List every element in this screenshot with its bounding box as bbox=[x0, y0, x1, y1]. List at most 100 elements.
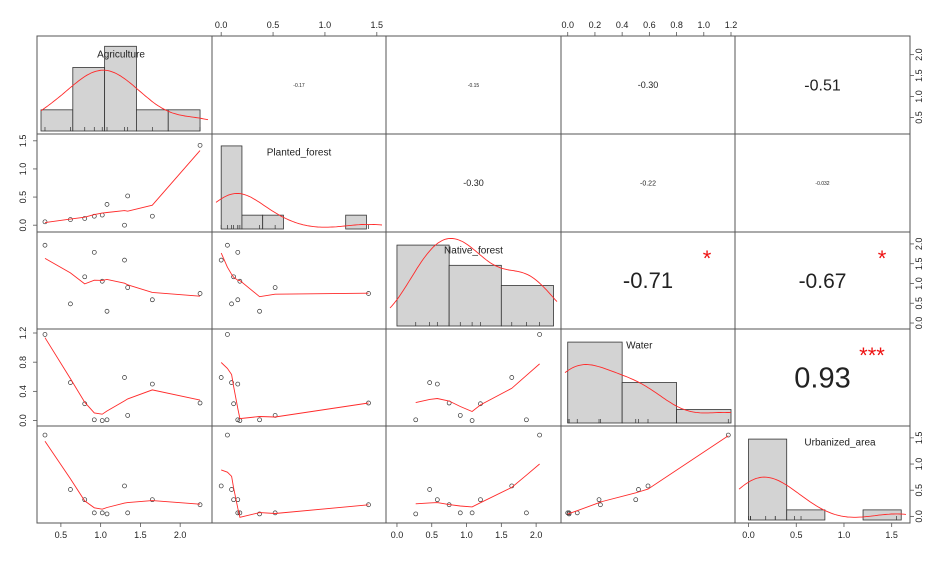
correlation-value-2-3: -0.71 bbox=[623, 268, 673, 293]
data-point-Urbanized_area-Planted_forest-0 bbox=[225, 432, 230, 438]
data-point-Water-Agriculture-9 bbox=[197, 400, 203, 406]
correlation-value-0-1: -0.17 bbox=[293, 83, 305, 89]
data-point-Urbanized_area-Planted_forest-7 bbox=[272, 510, 278, 516]
data-point-Urbanized_area-Native_forest-8 bbox=[434, 497, 440, 503]
axis-tick-label-top-3-0: 0.0 bbox=[561, 20, 574, 30]
data-point-Water-Agriculture-4 bbox=[99, 418, 105, 423]
smooth-line-Water-Planted_forest bbox=[220, 362, 369, 420]
data-point-Water-Planted_forest-5 bbox=[257, 417, 262, 423]
axis-tick-label-right-2-1: 0.5 bbox=[914, 297, 924, 310]
correlation-value-2-4: -0.67 bbox=[799, 270, 847, 293]
data-point-Native_forest-Agriculture-4 bbox=[99, 278, 105, 284]
data-point-Urbanized_area-Water-9 bbox=[598, 502, 603, 508]
axis-tick-label-left-3-2: 0.8 bbox=[18, 356, 28, 369]
axis-tick-label-bottom-2-3: 1.5 bbox=[495, 530, 508, 540]
axis-tick-label-right-2-0: 0.0 bbox=[914, 317, 924, 330]
data-point-Water-Native_forest-5 bbox=[413, 417, 419, 423]
data-point-Urbanized_area-Native_forest-4 bbox=[469, 510, 475, 516]
density-line-Native_forest bbox=[389, 237, 558, 309]
density-line-Agriculture bbox=[40, 69, 209, 121]
axis-tick-label-bottom-2-2: 1.0 bbox=[460, 530, 473, 540]
data-point-Native_forest-Agriculture-3 bbox=[91, 249, 97, 255]
axis-tick-label-top-3-4: 0.8 bbox=[670, 20, 683, 30]
data-point-Urbanized_area-Planted_forest-2 bbox=[231, 497, 236, 503]
data-point-Water-Agriculture-6 bbox=[122, 375, 127, 380]
data-point-Water-Native_forest-3 bbox=[524, 417, 529, 423]
histogram-bar-Agriculture-2 bbox=[104, 45, 137, 132]
histogram-bar-Agriculture-0 bbox=[40, 109, 74, 132]
histogram-bar-Native_forest-1 bbox=[448, 264, 502, 327]
data-point-Water-Planted_forest-6 bbox=[218, 375, 224, 380]
axis-tick-label-right-2-2: 1.0 bbox=[914, 277, 924, 290]
data-point-Urbanized_area-Native_forest-3 bbox=[524, 510, 529, 516]
density-line-Urbanized_area bbox=[738, 476, 907, 518]
data-point-Urbanized_area-Water-0 bbox=[725, 432, 731, 438]
axis-tick-label-left-1-0: 0.0 bbox=[18, 219, 28, 232]
axis-tick-label-bottom-0-2: 1.5 bbox=[134, 530, 147, 540]
axis-tick-label-left-1-1: 0.5 bbox=[18, 191, 28, 204]
axis-tick-label-bottom-2-4: 2.0 bbox=[530, 530, 543, 540]
data-point-Water-Planted_forest-3 bbox=[235, 417, 241, 423]
histogram-bar-Native_forest-0 bbox=[396, 244, 450, 327]
panel-frame-2-0 bbox=[36, 231, 213, 330]
smooth-line-Water-Native_forest bbox=[415, 363, 540, 413]
data-point-Native_forest-Agriculture-6 bbox=[122, 257, 127, 263]
data-point-Water-Native_forest-4 bbox=[469, 418, 475, 423]
data-point-Urbanized_area-Planted_forest-6 bbox=[218, 483, 224, 489]
axis-tick-label-left-3-3: 1.2 bbox=[18, 327, 28, 340]
data-point-Planted_forest-Agriculture-0 bbox=[42, 219, 48, 225]
data-point-Urbanized_area-Water-1 bbox=[636, 487, 641, 492]
data-point-Water-Native_forest-0 bbox=[537, 332, 542, 337]
data-point-Water-Planted_forest-2 bbox=[231, 401, 236, 407]
smooth-line-Urbanized_area-Water bbox=[567, 435, 729, 515]
correlation-value-0-2: -0.15 bbox=[468, 83, 480, 89]
correlation-value-0-3: -0.30 bbox=[638, 80, 659, 90]
variable-label-Native_forest: Native_forest bbox=[444, 245, 503, 256]
data-point-Water-Agriculture-8 bbox=[149, 381, 155, 387]
axis-tick-label-bottom-2-0: 0.0 bbox=[391, 530, 404, 540]
data-point-Urbanized_area-Water-8 bbox=[633, 497, 639, 503]
data-point-Urbanized_area-Water-5 bbox=[566, 511, 572, 517]
axis-tick-label-top-1-0: 0.0 bbox=[215, 20, 228, 30]
axis-tick-label-bottom-2-1: 0.5 bbox=[425, 530, 438, 540]
axis-tick-label-right-0-1: 1.0 bbox=[914, 90, 924, 103]
axis-tick-label-bottom-4-0: 0.0 bbox=[742, 530, 755, 540]
data-point-Planted_forest-Agriculture-6 bbox=[122, 222, 127, 228]
data-point-Urbanized_area-Native_forest-1 bbox=[427, 487, 433, 492]
data-point-Native_forest-Agriculture-8 bbox=[149, 297, 155, 303]
data-point-Water-Agriculture-5 bbox=[104, 417, 110, 423]
axis-tick-label-left-3-1: 0.4 bbox=[18, 385, 28, 398]
data-point-Native_forest-Agriculture-1 bbox=[68, 301, 73, 307]
data-point-Urbanized_area-Water-6 bbox=[645, 483, 651, 489]
axis-tick-label-top-3-3: 0.6 bbox=[643, 20, 656, 30]
axis-tick-label-right-4-3: 1.5 bbox=[914, 432, 924, 445]
data-point-Water-Native_forest-6 bbox=[509, 375, 515, 380]
data-point-Native_forest-Planted_forest-6 bbox=[218, 257, 224, 263]
significance-stars-3-4: *** bbox=[859, 343, 885, 368]
correlation-value-1-3: -0.22 bbox=[640, 180, 656, 187]
histogram-bar-Water-2 bbox=[676, 409, 732, 424]
data-point-Native_forest-Planted_forest-8 bbox=[235, 297, 241, 303]
histogram-bar-Water-0 bbox=[567, 341, 623, 424]
significance-stars-2-3: * bbox=[703, 246, 712, 271]
panel-frame-3-0 bbox=[36, 328, 213, 427]
data-point-Urbanized_area-Native_forest-0 bbox=[537, 432, 542, 438]
histogram-bar-Water-1 bbox=[621, 382, 677, 424]
histogram-bar-Urbanized_area-1 bbox=[786, 509, 826, 521]
axis-tick-label-left-1-2: 1.0 bbox=[18, 163, 28, 176]
axis-tick-label-right-4-2: 1.0 bbox=[914, 458, 924, 471]
correlation-value-1-2: -0.30 bbox=[463, 178, 484, 188]
axis-tick-label-top-1-3: 1.5 bbox=[371, 20, 384, 30]
smooth-line-Planted_forest-Agriculture bbox=[44, 150, 201, 224]
axis-tick-label-right-4-0: 0.0 bbox=[914, 510, 924, 523]
panel-frame-4-4 bbox=[734, 425, 911, 524]
data-point-Urbanized_area-Agriculture-6 bbox=[122, 483, 127, 489]
histogram-bar-Planted_forest-6 bbox=[345, 214, 367, 230]
data-point-Urbanized_area-Native_forest-7 bbox=[457, 510, 463, 516]
data-point-Planted_forest-Agriculture-7 bbox=[125, 193, 131, 199]
data-point-Urbanized_area-Agriculture-4 bbox=[99, 510, 105, 516]
data-point-Native_forest-Planted_forest-3 bbox=[235, 249, 241, 255]
data-point-Native_forest-Planted_forest-7 bbox=[272, 285, 278, 290]
smooth-line-Urbanized_area-Native_forest bbox=[415, 463, 540, 508]
